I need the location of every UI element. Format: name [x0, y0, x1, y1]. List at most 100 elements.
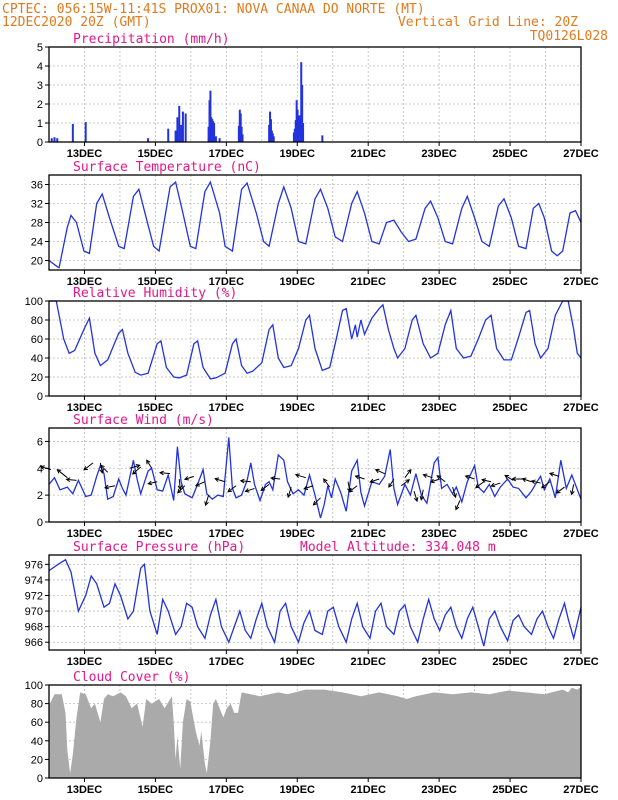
wind-arrow: [429, 478, 440, 484]
wind-arrow: [227, 485, 237, 493]
y-tick-label: 28: [31, 218, 43, 230]
panel-frame: [48, 554, 582, 651]
y-tick-label: 0: [37, 517, 43, 529]
wind-arrow: [388, 478, 395, 488]
panel-title: Relative Humidity (%): [73, 286, 237, 301]
precip-bar: [218, 138, 221, 142]
precip-bar: [209, 90, 212, 142]
panel-frame: [48, 427, 582, 523]
y-tick-label: 60: [31, 334, 43, 346]
y-tick-label: 0: [37, 391, 43, 403]
wind-arrow: [452, 486, 457, 499]
x-tick-label: 15DEC: [138, 784, 174, 796]
x-tick-label: 27DEC: [563, 402, 599, 414]
wind-arrow: [204, 494, 210, 507]
wind-arrow: [521, 477, 532, 483]
header-run-date: 12DEC2020 20Z (GMT): [2, 15, 151, 30]
wind-arrow: [504, 474, 514, 481]
wind-arrow: [260, 483, 270, 492]
x-tick-label: 25DEC: [492, 148, 528, 160]
y-tick-label: 80: [31, 699, 43, 711]
series-line: [48, 180, 582, 269]
y-tick-label: 3: [37, 80, 43, 92]
y-tick-label: 974: [25, 575, 43, 587]
wind-arrow: [183, 475, 195, 481]
y-tick-label: 0: [37, 773, 43, 785]
y-tick-label: 2: [37, 99, 43, 111]
x-tick-label: 25DEC: [492, 402, 528, 414]
x-tick-label: 19DEC: [280, 402, 316, 414]
x-tick-label: 21DEC: [350, 656, 386, 668]
wind-arrow: [548, 472, 560, 477]
x-tick-label: 25DEC: [492, 656, 528, 668]
wind-arrow: [294, 473, 306, 479]
x-tick-label: 15DEC: [138, 276, 174, 288]
wind-arrow: [147, 480, 158, 486]
y-tick-label: 20: [31, 754, 43, 766]
wind-arrow: [419, 489, 425, 501]
y-tick-label: 4: [37, 463, 43, 475]
x-tick-label: 27DEC: [563, 656, 599, 668]
y-tick-label: 20: [31, 372, 43, 384]
wind-arrow: [369, 478, 380, 484]
x-tick-label: 15DEC: [138, 148, 174, 160]
panel-frame: [48, 46, 582, 143]
x-tick-label: 13DEC: [67, 276, 103, 288]
wind-arrow: [99, 464, 109, 473]
y-tick-label: 2: [37, 490, 43, 502]
y-tick-label: 100: [25, 680, 43, 692]
wind-arrow: [455, 500, 461, 511]
y-tick-label: 40: [31, 353, 43, 365]
precip-bar: [213, 123, 216, 142]
x-tick-label: 13DEC: [67, 402, 103, 414]
precip-bar: [184, 113, 187, 142]
x-tick-label: 17DEC: [209, 528, 245, 540]
wind-arrow: [422, 473, 433, 479]
y-tick-label: 0: [37, 137, 43, 149]
x-tick-label: 27DEC: [563, 528, 599, 540]
y-tick-label: 36: [31, 180, 43, 192]
x-tick-label: 19DEC: [280, 656, 316, 668]
panel-wind: 0 2 4 6 13DEC 15DEC 17DEC 19DEC 21DEC 23DEC 25DEC 2…: [37, 413, 599, 540]
wind-arrow: [159, 470, 171, 476]
y-tick-label: 80: [31, 315, 43, 327]
panel-precipitation: 0 1 2 3 4 5 13DEC 15DEC 17DEC 19DEC 21DEC 23DEC 25DE…: [37, 32, 599, 160]
x-tick-label: 19DEC: [280, 784, 316, 796]
wind-arrow: [413, 490, 419, 503]
panel-temperature: 20 24 28 32 36 13DEC 15DEC 17DEC 19DEC 21DEC 23DEC…: [31, 160, 599, 288]
precip-bar: [147, 138, 150, 142]
panel-cloud-cover: 0 20 40 60 80 100 13DEC 15DEC 17DEC 19DEC 21DEC 23D…: [25, 670, 599, 796]
precip-bar: [302, 123, 305, 142]
precip-bar: [50, 138, 53, 142]
x-tick-label: 17DEC: [209, 656, 245, 668]
y-tick-label: 970: [25, 606, 43, 618]
x-tick-label: 19DEC: [280, 276, 316, 288]
header-station: CPTEC: 056:15W-11:41S PROX01: NOVA CANAA…: [2, 2, 425, 17]
wind-arrow: [436, 475, 446, 483]
wind-arrow: [177, 485, 186, 494]
y-tick-label: 968: [25, 622, 43, 634]
panel-humidity: 0 20 40 60 80 100 13DEC 15DEC 17DEC 19DEC 21DEC 23D…: [25, 286, 599, 414]
wind-arrow: [65, 477, 77, 483]
x-tick-label: 15DEC: [138, 402, 174, 414]
x-tick-label: 23DEC: [421, 276, 457, 288]
precip-bar: [71, 123, 74, 142]
wind-arrow: [104, 484, 116, 490]
x-tick-label: 23DEC: [421, 148, 457, 160]
wind-arrow: [244, 487, 255, 493]
x-tick-label: 19DEC: [280, 148, 316, 160]
wind-arrow: [530, 479, 541, 485]
header-model: TQ0126L028: [530, 29, 608, 44]
y-tick-label: 32: [31, 199, 43, 211]
wind-arrow: [490, 482, 501, 488]
x-tick-label: 13DEC: [67, 656, 103, 668]
y-tick-label: 40: [31, 736, 43, 748]
precip-bar: [272, 136, 275, 142]
panel-title: Precipitation (mm/h): [73, 32, 230, 47]
x-tick-label: 23DEC: [421, 402, 457, 414]
y-tick-label: 972: [25, 590, 43, 602]
series-line: [48, 437, 582, 519]
y-tick-label: 4: [37, 61, 43, 73]
precip-bar: [53, 137, 56, 142]
y-tick-label: 24: [31, 237, 43, 249]
